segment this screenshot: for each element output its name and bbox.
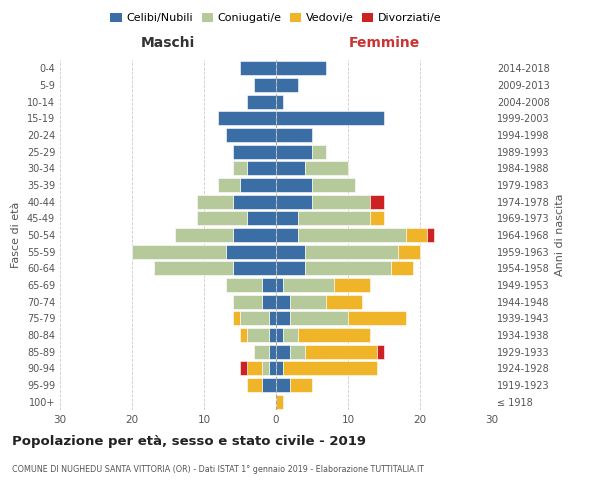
Text: COMUNE DI NUGHEDU SANTA VITTORIA (OR) - Dati ISTAT 1° gennaio 2019 - Elaborazion: COMUNE DI NUGHEDU SANTA VITTORIA (OR) - …: [12, 465, 424, 474]
Bar: [276, 361, 283, 376]
Bar: [276, 228, 298, 242]
Bar: [247, 211, 276, 226]
Bar: [132, 244, 226, 259]
Bar: [391, 261, 413, 276]
Bar: [276, 144, 312, 159]
Bar: [312, 194, 370, 209]
Bar: [233, 311, 240, 326]
Bar: [276, 278, 283, 292]
Bar: [406, 228, 427, 242]
Text: Femmine: Femmine: [349, 36, 419, 50]
Bar: [290, 378, 312, 392]
Bar: [254, 344, 269, 359]
Y-axis label: Fasce di età: Fasce di età: [11, 202, 21, 268]
Bar: [262, 278, 276, 292]
Bar: [312, 178, 355, 192]
Bar: [298, 228, 406, 242]
Bar: [276, 261, 305, 276]
Bar: [326, 294, 362, 308]
Bar: [305, 344, 377, 359]
Bar: [276, 162, 305, 175]
Bar: [276, 378, 290, 392]
Bar: [240, 178, 276, 192]
Bar: [276, 211, 298, 226]
Bar: [262, 294, 276, 308]
Bar: [276, 344, 290, 359]
Bar: [312, 144, 326, 159]
Bar: [334, 278, 370, 292]
Bar: [247, 328, 269, 342]
Bar: [370, 211, 384, 226]
Bar: [247, 162, 276, 175]
Bar: [398, 244, 420, 259]
Bar: [233, 144, 276, 159]
Bar: [276, 128, 312, 142]
Bar: [276, 194, 312, 209]
Bar: [233, 261, 276, 276]
Bar: [276, 94, 283, 109]
Bar: [233, 228, 276, 242]
Bar: [290, 344, 305, 359]
Bar: [276, 78, 298, 92]
Bar: [247, 361, 262, 376]
Bar: [233, 162, 247, 175]
Bar: [305, 162, 348, 175]
Bar: [226, 244, 276, 259]
Bar: [254, 78, 276, 92]
Bar: [269, 361, 276, 376]
Bar: [298, 211, 370, 226]
Bar: [276, 178, 312, 192]
Bar: [218, 112, 276, 126]
Bar: [298, 328, 370, 342]
Bar: [218, 178, 240, 192]
Bar: [276, 244, 305, 259]
Bar: [233, 294, 262, 308]
Text: Popolazione per età, sesso e stato civile - 2019: Popolazione per età, sesso e stato civil…: [12, 435, 366, 448]
Bar: [240, 311, 269, 326]
Bar: [262, 361, 269, 376]
Bar: [276, 311, 290, 326]
Bar: [240, 62, 276, 76]
Bar: [283, 278, 334, 292]
Bar: [247, 378, 262, 392]
Bar: [283, 328, 298, 342]
Bar: [290, 311, 348, 326]
Bar: [348, 311, 406, 326]
Bar: [276, 394, 283, 409]
Y-axis label: Anni di nascita: Anni di nascita: [555, 194, 565, 276]
Bar: [276, 62, 326, 76]
Text: Maschi: Maschi: [141, 36, 195, 50]
Bar: [240, 328, 247, 342]
Bar: [276, 328, 283, 342]
Bar: [197, 211, 247, 226]
Bar: [226, 278, 262, 292]
Bar: [305, 261, 391, 276]
Bar: [427, 228, 434, 242]
Bar: [269, 344, 276, 359]
Bar: [197, 194, 233, 209]
Bar: [226, 128, 276, 142]
Bar: [175, 228, 233, 242]
Legend: Celibi/Nubili, Coniugati/e, Vedovi/e, Divorziati/e: Celibi/Nubili, Coniugati/e, Vedovi/e, Di…: [108, 10, 444, 26]
Bar: [370, 194, 384, 209]
Bar: [290, 294, 326, 308]
Bar: [233, 194, 276, 209]
Bar: [247, 94, 276, 109]
Bar: [240, 361, 247, 376]
Bar: [269, 311, 276, 326]
Bar: [276, 294, 290, 308]
Bar: [377, 344, 384, 359]
Bar: [305, 244, 398, 259]
Bar: [283, 361, 377, 376]
Bar: [262, 378, 276, 392]
Bar: [154, 261, 233, 276]
Bar: [276, 112, 384, 126]
Bar: [269, 328, 276, 342]
